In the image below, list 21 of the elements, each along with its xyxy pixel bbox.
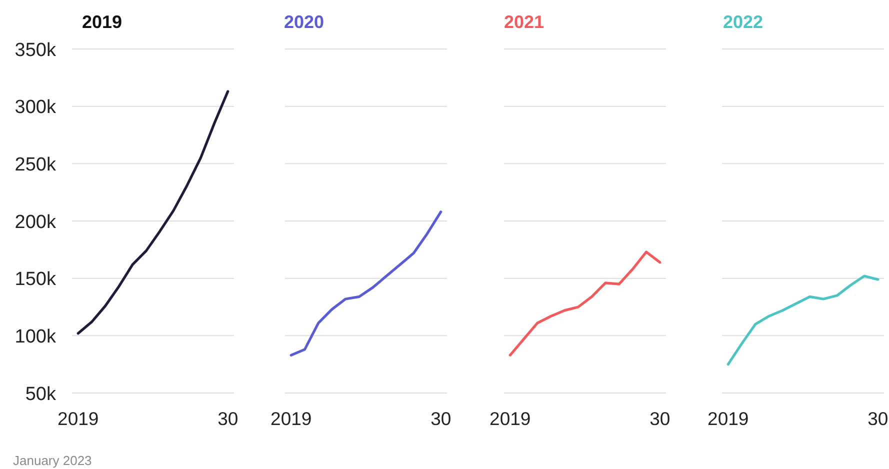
chart-title: 2019 bbox=[82, 12, 122, 32]
x-tick-label: 30 bbox=[430, 408, 452, 429]
x-tick-label: 30 bbox=[868, 408, 888, 429]
y-tick-label: 250k bbox=[14, 154, 56, 176]
x-tick-label: 30 bbox=[650, 408, 670, 429]
y-tick-label: 350k bbox=[14, 40, 56, 61]
y-tick-label: 100k bbox=[14, 326, 56, 348]
y-tick-label: 150k bbox=[14, 269, 56, 290]
chart-title: 2020 bbox=[284, 12, 324, 32]
y-tick-label: 300k bbox=[14, 97, 56, 118]
y-tick-label: 200k bbox=[14, 212, 56, 233]
chart-title: 2022 bbox=[723, 12, 764, 32]
x-tick-label: 30 bbox=[218, 408, 238, 429]
line-series bbox=[76, 90, 230, 335]
chart-title: 2021 bbox=[504, 12, 544, 32]
x-tick-label: 2019 bbox=[270, 408, 312, 429]
y-tick-label: 50k bbox=[25, 384, 56, 405]
x-tick-label: 2019 bbox=[58, 408, 99, 429]
text: January 2023 bbox=[13, 453, 92, 468]
x-tick-label: 2019 bbox=[708, 408, 749, 429]
x-tick-label: 2019 bbox=[490, 408, 531, 429]
